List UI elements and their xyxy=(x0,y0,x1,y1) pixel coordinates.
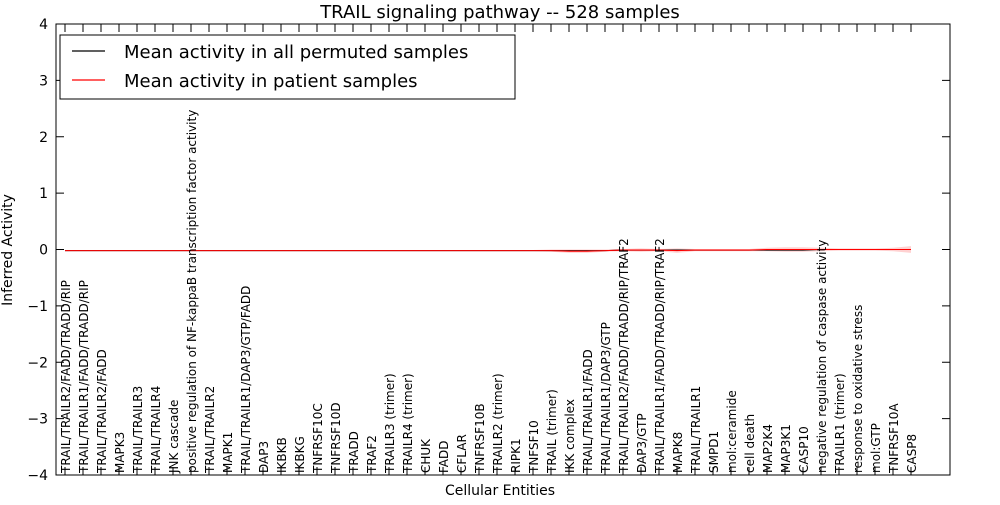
x-tick-label: TRAIL/TRAILR1/DAP3/GTP xyxy=(599,322,613,474)
legend-label-permuted: Mean activity in all permuted samples xyxy=(124,42,468,63)
y-tick-label: −1 xyxy=(27,299,48,315)
x-tick-label: IKBKG xyxy=(293,436,307,473)
x-tick-label: CASP8 xyxy=(905,434,919,473)
x-tick-label: JNK cascade xyxy=(167,400,181,474)
x-tick-label: IKK complex xyxy=(563,399,577,473)
x-tick-label: TRAIL/TRAILR2/FADD/TRADD/RIP xyxy=(59,280,73,474)
x-tick-label: TNFRSF10B xyxy=(473,403,487,474)
chart-title: TRAIL signaling pathway -- 528 samples xyxy=(319,2,680,23)
series-line-patient xyxy=(65,248,911,252)
x-tick-label: TRAIL/TRAILR4 xyxy=(149,386,163,474)
x-tick-label: TRAIL/TRAILR1/FADD xyxy=(581,349,595,474)
x-tick-label: CASP10 xyxy=(797,426,811,473)
x-tick-label: DAP3/GTP xyxy=(635,413,649,473)
x-tick-label: DAP3 xyxy=(257,441,271,473)
x-tick-label: MAPK3 xyxy=(113,432,127,473)
x-tick-label: response to oxidative stress xyxy=(851,305,865,473)
x-tick-label: TRAF2 xyxy=(365,435,379,474)
x-ticks-group: TRAIL/TRAILR2/FADD/TRADD/RIP TRAIL/TRAILR… xyxy=(59,24,919,475)
x-tick-label: mol:ceramide xyxy=(725,390,739,473)
x-tick-label: negative regulation of caspase activity xyxy=(815,240,829,473)
x-tick-label: TRADD xyxy=(347,431,361,474)
legend-box xyxy=(59,34,516,100)
x-tick-label: TNFRSF10C xyxy=(311,403,325,474)
x-tick-label: TRAIL/TRAILR1/DAP3/GTP/FADD xyxy=(239,286,253,474)
y-tick-label: 3 xyxy=(39,73,48,89)
x-tick-label: TRAIL/TRAILR1/FADD/TRADD/RIP/TRAF2 xyxy=(653,238,667,474)
y-tick-label: −3 xyxy=(27,412,48,428)
y-tick-label: 2 xyxy=(39,130,48,146)
y-tick-label: 4 xyxy=(39,17,48,33)
x-tick-label: CHUK xyxy=(419,438,433,473)
x-tick-label: SMPD1 xyxy=(707,431,721,473)
x-tick-label: TRAIL/TRAILR1/FADD/TRADD/RIP xyxy=(77,280,91,474)
y-tick-label: 0 xyxy=(39,243,48,259)
legend-label-patient: Mean activity in patient samples xyxy=(124,71,418,92)
x-tick-label: RIPK1 xyxy=(509,438,523,473)
x-tick-label: FADD xyxy=(437,441,451,474)
x-tick-label: MAP2K4 xyxy=(761,424,775,473)
y-tick-label: −2 xyxy=(27,355,48,371)
x-tick-label: TRAIL (trimer) xyxy=(545,389,559,474)
plot-frame xyxy=(55,23,951,476)
x-axis-label: Cellular Entities xyxy=(445,483,555,499)
x-tick-label: IKBKB xyxy=(275,437,289,473)
y-axis-label: Inferred Activity xyxy=(0,194,16,306)
x-tick-label: TRAIL/TRAILR2/FADD/TRADD/RIP/TRAF2 xyxy=(617,238,631,474)
x-tick-label: mol:GTP xyxy=(869,423,883,473)
x-tick-label: TRAILR2 (trimer) xyxy=(491,373,505,474)
x-tick-label: TRAIL/TRAILR1 xyxy=(689,386,703,474)
x-tick-label: cell death xyxy=(743,414,757,473)
x-tick-label: MAP3K1 xyxy=(779,424,793,473)
x-tick-label: TRAILR1 (trimer) xyxy=(833,373,847,474)
x-tick-label: TRAIL/TRAILR2/FADD xyxy=(95,349,109,474)
y-tick-label: −4 xyxy=(27,468,48,484)
x-tick-label: TNFSF10 xyxy=(527,420,541,474)
x-tick-label: CFLAR xyxy=(455,434,469,473)
x-tick-label: TRAIL/TRAILR3 xyxy=(131,386,145,474)
x-tick-label: TNFRSF10D xyxy=(329,402,343,474)
legend: Mean activity in all permuted samples Me… xyxy=(59,34,516,100)
patient-spread-band xyxy=(65,246,911,253)
y-tick-label: 1 xyxy=(39,186,48,202)
x-tick-label: TNFRSF10A xyxy=(887,403,901,474)
y-ticks-group: −4 −3 −2 −1 0 1 2 3 4 xyxy=(27,17,950,484)
x-tick-label: TRAILR4 (trimer) xyxy=(401,373,415,474)
x-tick-label: positive regulation of NF-kappaB transcr… xyxy=(185,110,199,473)
x-tick-label: TRAILR3 (trimer) xyxy=(383,373,397,474)
x-tick-label: MAPK8 xyxy=(671,432,685,473)
confidence-band-group xyxy=(65,246,911,253)
x-tick-label: TRAIL/TRAILR2 xyxy=(203,386,217,474)
series-lines-group xyxy=(65,248,911,252)
x-tick-label: MAPK1 xyxy=(221,432,235,473)
